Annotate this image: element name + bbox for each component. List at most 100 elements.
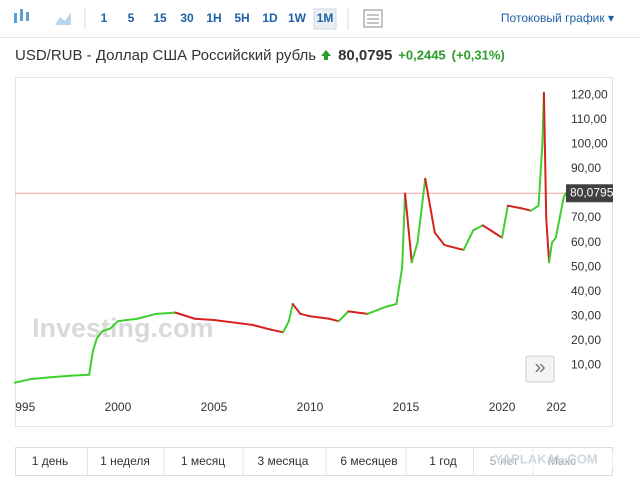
overlay-bg <box>478 451 614 469</box>
price-segment <box>410 241 419 264</box>
y-tick-label: 70,00 <box>571 210 601 224</box>
x-tick-label: 2023 <box>546 400 573 414</box>
price-segment <box>287 303 294 323</box>
price-segment <box>550 236 557 244</box>
last-price-label: 80,0795 <box>570 185 614 199</box>
interval-button[interactable]: 1D <box>262 11 278 25</box>
price-segment <box>481 224 496 234</box>
price: 80,0795 <box>338 47 392 64</box>
price-segment <box>542 91 548 220</box>
table-icon[interactable] <box>363 9 383 28</box>
interval-button[interactable]: 30 <box>180 11 194 25</box>
price-segment <box>493 231 504 239</box>
price-segment <box>385 303 398 308</box>
candle-icon[interactable] <box>14 9 29 23</box>
price-segment <box>416 177 427 244</box>
range-button[interactable]: 6 месяцев <box>340 454 397 468</box>
stream-link[interactable]: Потоковый график ▾ <box>501 11 614 25</box>
change: +0,2445 <box>398 47 445 62</box>
y-tick-label: 20,00 <box>571 333 601 347</box>
price-segment <box>545 217 551 264</box>
range-button[interactable]: 1 год <box>429 454 457 468</box>
price-segment <box>155 311 177 315</box>
y-tick-label: 120,00 <box>571 87 608 101</box>
watermark: Investing.com <box>32 313 214 343</box>
price-segment <box>136 312 158 320</box>
price-segment <box>462 229 475 251</box>
price-segment <box>193 317 215 321</box>
price-segment <box>49 374 71 379</box>
interval-button[interactable]: 1H <box>206 11 221 25</box>
price-segment <box>337 310 350 323</box>
price-segment <box>282 320 290 334</box>
price-segment <box>404 192 413 264</box>
scroll-button[interactable] <box>525 355 555 383</box>
x-tick-label: 2015 <box>393 400 420 414</box>
price-segment <box>101 327 112 333</box>
selected-bg <box>313 8 337 30</box>
price-segment <box>308 315 331 320</box>
x-tick-label: 2010 <box>297 400 324 414</box>
y-tick-label: 50,00 <box>571 259 601 273</box>
x-tick-label: 2020 <box>489 400 516 414</box>
price-segment <box>91 337 98 352</box>
price-segment <box>212 318 235 324</box>
range-button[interactable]: 1 месяц <box>181 454 225 468</box>
price-segment <box>68 373 91 377</box>
chart-frame <box>15 77 613 427</box>
y-tick-label: 100,00 <box>571 137 608 151</box>
range-button[interactable]: 3 месяца <box>258 454 309 468</box>
price-segment <box>95 330 104 340</box>
price-segment <box>506 204 523 210</box>
price-segment <box>299 312 311 318</box>
price-segment <box>537 143 544 207</box>
price-segment <box>174 311 196 320</box>
price-segment <box>558 197 565 220</box>
price-segment <box>401 192 407 269</box>
price-segment <box>116 317 139 323</box>
instrument-title: USD/RUB - Доллар США Российский рубль <box>15 47 316 64</box>
price-segment <box>433 231 446 247</box>
price-segment <box>548 241 553 264</box>
price-segment <box>109 320 119 330</box>
x-tick-label: 1995 <box>9 400 36 414</box>
price-segment <box>395 266 404 306</box>
y-tick-label: 30,00 <box>571 308 601 322</box>
price-segment <box>232 321 254 326</box>
price-segment <box>424 177 436 234</box>
scroll-button-label[interactable]: » <box>534 356 545 378</box>
price-segment <box>366 305 388 315</box>
price-segment <box>88 349 94 376</box>
y-tick-label: 60,00 <box>571 235 601 249</box>
range-button[interactable]: 1 день <box>32 454 69 468</box>
price-segment <box>554 217 561 239</box>
change-percent: (+0,31%) <box>452 47 505 62</box>
price-segment <box>328 317 340 323</box>
y-tick-label: 110,00 <box>571 112 607 126</box>
area-icon[interactable] <box>55 12 71 25</box>
up-arrow <box>321 50 332 60</box>
interval-button[interactable]: 1M <box>317 11 334 25</box>
price-segment <box>347 310 369 315</box>
last-price-box <box>566 184 613 203</box>
interval-button[interactable]: 1W <box>288 11 307 25</box>
x-tick-label: 2005 <box>201 400 228 414</box>
y-tick-label: 90,00 <box>571 161 601 175</box>
price-segment <box>562 192 567 200</box>
y-tick-label: 40,00 <box>571 284 601 298</box>
price-segment <box>472 224 484 232</box>
price-segment <box>520 207 532 212</box>
price-segment <box>14 377 33 384</box>
overlay-watermark: YAPLAKAL.COM <box>494 451 598 466</box>
interval-button[interactable]: 5 <box>128 11 135 25</box>
price-segment <box>501 204 509 239</box>
price-segment <box>30 376 52 380</box>
price-segment <box>270 328 285 334</box>
price-segment <box>291 303 302 315</box>
interval-button[interactable]: 5H <box>234 11 249 25</box>
interval-button[interactable]: 1 <box>101 11 108 25</box>
interval-button[interactable]: 15 <box>153 11 167 25</box>
price-segment <box>251 323 273 331</box>
range-button[interactable]: 1 неделя <box>100 454 150 468</box>
